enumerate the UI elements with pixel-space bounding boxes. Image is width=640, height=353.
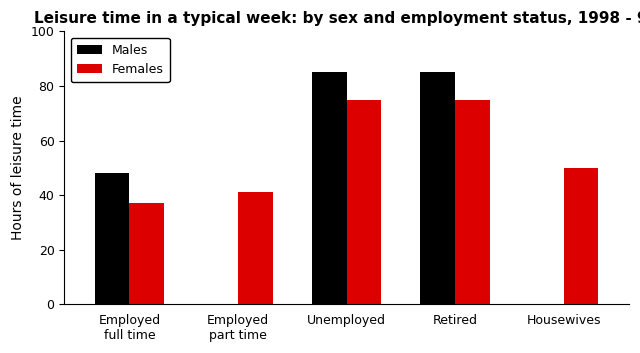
Bar xyxy=(564,168,598,304)
Bar xyxy=(312,72,347,304)
Legend: Males, Females: Males, Females xyxy=(70,38,170,83)
Bar xyxy=(129,203,164,304)
Bar xyxy=(420,72,455,304)
Bar xyxy=(347,100,381,304)
Y-axis label: Hours of leisure time: Hours of leisure time xyxy=(11,96,25,240)
Bar xyxy=(238,192,273,304)
Bar xyxy=(455,100,490,304)
Title: Leisure time in a typical week: by sex and employment status, 1998 - 99: Leisure time in a typical week: by sex a… xyxy=(35,11,640,26)
Bar xyxy=(95,173,129,304)
